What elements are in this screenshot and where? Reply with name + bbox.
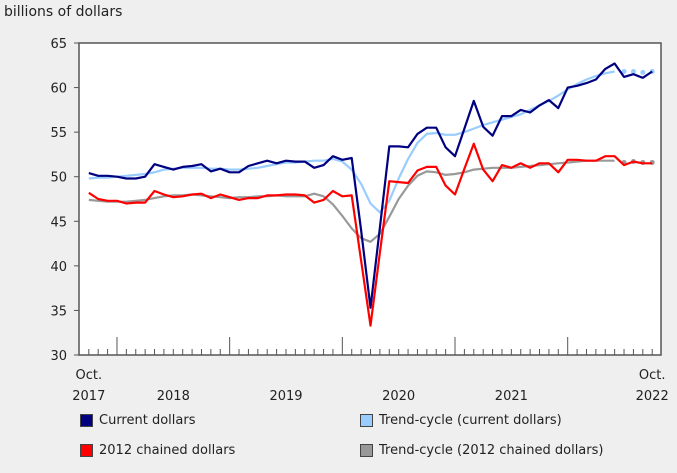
x-tick-label: 2020: [382, 389, 415, 404]
provisional-point: [640, 69, 646, 75]
legend-item-current-dollars: Current dollars: [80, 413, 195, 428]
x-tick-label: 2022: [636, 389, 669, 404]
line-chart: 30 35 40 45 50 55 60 65 Oct. 2017 2018 2019 2020 202…: [50, 37, 669, 404]
legend-swatch: [360, 414, 373, 427]
x-tick-label: 2017: [72, 389, 105, 404]
y-tick-label: 50: [50, 171, 67, 186]
x-tick-label: Oct.: [75, 368, 102, 383]
x-tick-label: 2021: [495, 389, 528, 404]
y-tick-label: 60: [50, 82, 67, 97]
x-tick-label: 2018: [157, 389, 190, 404]
legend-label: 2012 chained dollars: [99, 443, 236, 458]
y-tick-label: 40: [50, 260, 67, 275]
y-tick-label: 55: [50, 126, 67, 141]
legend-swatch: [360, 444, 373, 457]
legend-label: Trend-cycle (current dollars): [379, 413, 562, 428]
y-axis-label: billions of dollars: [4, 4, 123, 20]
y-tick-label: 35: [50, 304, 67, 319]
legend-swatch: [80, 444, 93, 457]
provisional-point: [630, 69, 636, 75]
legend-swatch: [80, 414, 93, 427]
legend-label: Current dollars: [99, 413, 196, 428]
legend-item-trend-chained: Trend-cycle (2012 chained dollars): [360, 443, 603, 458]
y-tick-label: 45: [50, 215, 67, 230]
x-tick-label: 2019: [269, 389, 302, 404]
legend-item-trend-current: Trend-cycle (current dollars): [360, 413, 562, 428]
legend-item-chained-dollars: 2012 chained dollars: [80, 443, 235, 458]
provisional-point: [621, 69, 627, 75]
series-line-2: [88, 142, 653, 327]
legend-label: Trend-cycle (2012 chained dollars): [379, 443, 604, 458]
y-tick-label: 65: [50, 37, 67, 52]
x-tick-label: Oct.: [639, 368, 666, 383]
y-tick-label: 30: [50, 349, 67, 364]
